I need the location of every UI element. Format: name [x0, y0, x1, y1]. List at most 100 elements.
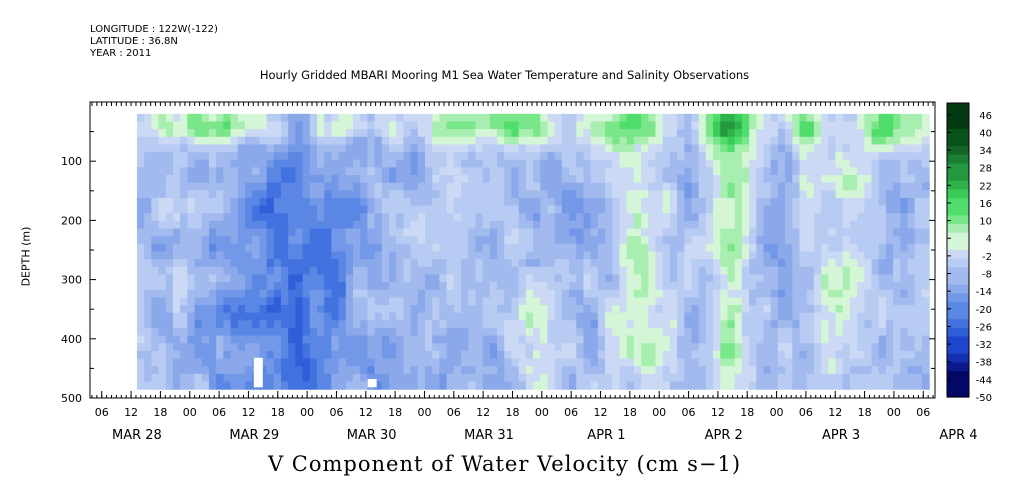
heatmap-cell [309, 297, 318, 306]
heatmap-cell [201, 182, 210, 191]
heatmap-cell [619, 243, 628, 253]
heatmap-cell [749, 129, 757, 138]
heatmap-cell [432, 121, 441, 130]
heatmap-cell [605, 175, 613, 184]
heatmap-cell [352, 305, 361, 314]
heatmap-cell [446, 213, 455, 222]
heatmap-cell [172, 228, 181, 237]
heatmap-cell [691, 274, 700, 283]
heatmap-cell [633, 136, 642, 146]
heatmap-cell [777, 366, 786, 375]
heatmap-cell [331, 320, 340, 329]
heatmap-cell [410, 129, 419, 138]
heatmap-cell [713, 259, 721, 268]
heatmap-cell [849, 358, 858, 367]
heatmap-cell [907, 289, 916, 298]
heatmap-cell [633, 266, 642, 276]
heatmap-cell [705, 144, 714, 153]
heatmap-cell [900, 259, 909, 268]
heatmap-cell [540, 297, 549, 306]
heatmap-cell [446, 190, 455, 199]
heatmap-cell [756, 190, 765, 199]
heatmap-cell [857, 190, 865, 199]
heatmap-cell [612, 373, 621, 383]
heatmap-cell [785, 213, 793, 222]
heatmap-cell [324, 289, 332, 298]
heatmap-cell [864, 228, 873, 237]
heatmap-cell [194, 136, 203, 146]
heatmap-cell [669, 266, 678, 276]
heatmap-cell [151, 144, 160, 153]
heatmap-cell [489, 381, 498, 390]
heatmap-cell [367, 205, 376, 214]
heatmap-cell [252, 175, 260, 184]
heatmap-cell [266, 305, 275, 314]
heatmap-cell [461, 297, 469, 306]
heatmap-cell [165, 358, 174, 367]
heatmap-cell [482, 121, 491, 130]
colorbar-swatch [947, 250, 969, 260]
heatmap-cell [698, 366, 707, 375]
heatmap-cell [583, 159, 592, 168]
heatmap-cell [677, 144, 685, 153]
heatmap-cell [590, 266, 599, 276]
heatmap-cell [583, 113, 592, 123]
heatmap-cell [461, 289, 469, 298]
heatmap-cell [677, 136, 685, 146]
heatmap-cell [799, 243, 808, 253]
heatmap-cell [662, 305, 671, 314]
heatmap-cell [835, 236, 844, 245]
heatmap-cell [425, 167, 433, 176]
heatmap-cell [713, 320, 721, 329]
heatmap-cell [158, 159, 167, 168]
heatmap-cell [331, 236, 340, 245]
heatmap-cell [813, 159, 822, 168]
heatmap-cell [842, 220, 851, 230]
heatmap-cell [230, 129, 239, 138]
heatmap-cell [201, 152, 210, 161]
heatmap-cell [698, 312, 707, 321]
heatmap-cell [705, 343, 714, 352]
heatmap-cell [367, 152, 376, 161]
heatmap-cell [749, 251, 757, 260]
heatmap-cell [432, 373, 441, 383]
heatmap-cell [641, 205, 649, 214]
heatmap-cell [475, 167, 484, 176]
heatmap-cell [741, 350, 750, 360]
heatmap-cell [360, 236, 368, 245]
heatmap-cell [360, 167, 368, 176]
heatmap-cell [288, 243, 296, 253]
heatmap-cell [842, 243, 851, 253]
heatmap-cell [561, 175, 570, 184]
heatmap-cell [583, 129, 592, 138]
heatmap-cell [280, 381, 289, 390]
heatmap-cell [662, 129, 671, 138]
heatmap-cell [230, 312, 239, 321]
heatmap-cell [662, 381, 671, 390]
heatmap-cell [785, 228, 793, 237]
heatmap-cell [590, 335, 599, 344]
heatmap-cell [518, 144, 527, 153]
heatmap-cell [756, 243, 765, 253]
heatmap-cell [533, 159, 541, 168]
heatmap-cell [792, 205, 801, 214]
heatmap-cell [216, 289, 224, 298]
heatmap-cell [540, 152, 549, 161]
heatmap-cell [900, 167, 909, 176]
heatmap-cell [792, 220, 801, 230]
heatmap-cell [446, 144, 455, 153]
heatmap-cell [648, 274, 657, 283]
heatmap-cell [828, 381, 837, 390]
heatmap-cell [295, 274, 304, 283]
heatmap-cell [878, 343, 887, 352]
heatmap-cell [453, 121, 462, 130]
heatmap-cell [396, 266, 405, 276]
heatmap-cell [741, 167, 750, 176]
heatmap-cell [842, 350, 851, 360]
heatmap-cell [331, 136, 340, 146]
heatmap-cell [180, 228, 188, 237]
heatmap-cell [223, 213, 232, 222]
heatmap-cell [259, 335, 268, 344]
heatmap-cell [914, 197, 923, 207]
y-tick-label: 300 [61, 274, 82, 287]
